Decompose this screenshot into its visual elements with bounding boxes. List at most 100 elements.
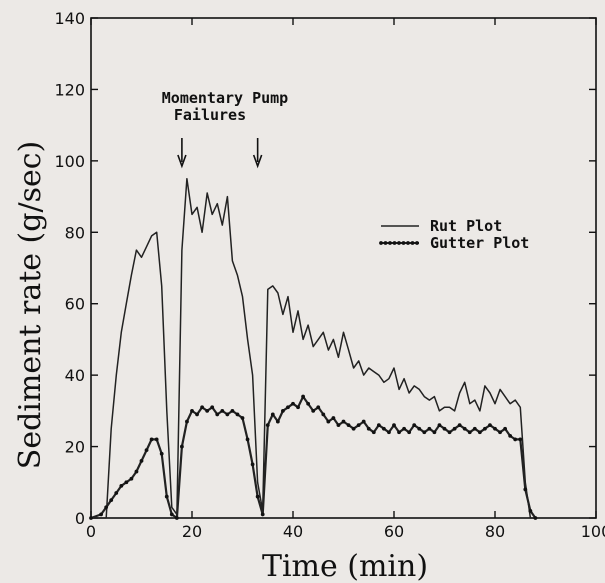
data-point bbox=[462, 426, 467, 431]
data-point bbox=[488, 423, 492, 428]
y-tick-label: 120 bbox=[54, 80, 85, 99]
data-point bbox=[523, 487, 528, 492]
pump-failure-annotation: Momentary Pump Failures bbox=[162, 89, 288, 169]
data-point bbox=[200, 405, 205, 410]
data-point bbox=[89, 516, 93, 520]
legend-swatch-dot bbox=[415, 241, 419, 245]
data-point bbox=[159, 451, 164, 456]
data-point bbox=[402, 426, 406, 431]
data-point bbox=[407, 430, 412, 435]
data-point bbox=[447, 430, 452, 435]
data-point bbox=[437, 423, 442, 428]
x-axis-title: Time (min) bbox=[262, 549, 428, 583]
y-tick-label: 0 bbox=[75, 509, 85, 528]
data-point bbox=[508, 433, 513, 438]
data-point bbox=[255, 494, 260, 499]
x-tick-label: 20 bbox=[182, 522, 202, 541]
series-layer bbox=[89, 177, 538, 520]
data-point bbox=[301, 394, 305, 399]
data-point bbox=[513, 437, 518, 442]
data-point bbox=[503, 426, 507, 431]
x-tick-label: 40 bbox=[283, 522, 303, 541]
data-point bbox=[432, 430, 437, 435]
data-point bbox=[296, 405, 300, 410]
data-point bbox=[134, 469, 139, 474]
data-point bbox=[457, 423, 462, 428]
data-point bbox=[387, 430, 391, 435]
data-point bbox=[210, 405, 215, 410]
legend-swatch-dot bbox=[410, 241, 415, 245]
data-point bbox=[417, 426, 422, 431]
data-point bbox=[114, 491, 119, 495]
data-point bbox=[412, 423, 417, 428]
data-point bbox=[235, 412, 240, 417]
legend-swatch-dot bbox=[392, 241, 397, 245]
data-point bbox=[336, 423, 341, 428]
y-tick-label: 100 bbox=[54, 152, 85, 171]
data-point bbox=[275, 419, 280, 424]
data-point bbox=[174, 516, 179, 520]
data-point bbox=[311, 408, 316, 413]
data-point bbox=[104, 505, 109, 510]
y-tick-label: 60 bbox=[65, 295, 85, 314]
tick-labels: 0 20 40 60 80 100 120 140 0 20 40 60 80 100 bbox=[54, 9, 605, 541]
axis-layer bbox=[90, 17, 597, 519]
data-point bbox=[366, 426, 371, 431]
data-point bbox=[129, 476, 134, 481]
data-point bbox=[124, 480, 129, 485]
legend-label-rut: Rut Plot bbox=[430, 217, 502, 235]
data-point bbox=[442, 426, 447, 431]
data-point bbox=[169, 512, 174, 517]
data-point bbox=[326, 419, 331, 424]
data-point bbox=[215, 412, 220, 417]
data-point bbox=[422, 430, 427, 435]
data-point bbox=[361, 419, 366, 424]
data-point bbox=[139, 458, 144, 463]
data-point bbox=[533, 516, 538, 520]
x-tick-label: 80 bbox=[485, 522, 505, 541]
annotation-arrow-head bbox=[177, 154, 187, 169]
series-line-gutter-plot bbox=[90, 395, 537, 520]
data-point bbox=[265, 423, 270, 428]
legend-swatch-gutter bbox=[379, 241, 419, 245]
y-tick-label: 80 bbox=[65, 223, 85, 242]
data-point bbox=[270, 412, 275, 417]
data-point bbox=[467, 430, 472, 435]
data-point bbox=[483, 426, 487, 431]
legend-swatch-dot bbox=[379, 241, 383, 245]
data-point bbox=[144, 448, 149, 453]
data-point bbox=[149, 437, 154, 442]
data-point bbox=[346, 423, 351, 428]
annotation-arrow-head bbox=[252, 154, 263, 169]
data-point bbox=[452, 426, 457, 431]
legend-swatch-dot bbox=[397, 241, 401, 245]
data-point bbox=[376, 423, 381, 428]
legend-swatch-dot bbox=[401, 241, 406, 245]
data-point bbox=[356, 423, 361, 428]
data-point bbox=[351, 426, 356, 431]
legend: Rut Plot Gutter Plot bbox=[379, 217, 529, 252]
data-point bbox=[316, 405, 321, 410]
data-point bbox=[225, 412, 230, 417]
data-point bbox=[230, 408, 235, 413]
data-point bbox=[286, 405, 290, 410]
data-point bbox=[154, 437, 159, 442]
data-point bbox=[99, 512, 103, 517]
plot-frame bbox=[90, 17, 597, 519]
data-point bbox=[190, 408, 194, 413]
legend-label-gutter: Gutter Plot bbox=[430, 234, 529, 252]
annotation-line-2: Failures bbox=[174, 106, 246, 124]
data-point bbox=[397, 430, 401, 435]
data-point bbox=[331, 416, 336, 420]
data-point bbox=[220, 408, 225, 413]
data-point bbox=[427, 426, 432, 431]
annotation-line-1: Momentary Pump bbox=[162, 89, 288, 107]
data-point bbox=[291, 401, 295, 406]
data-point bbox=[341, 419, 346, 424]
data-point bbox=[472, 426, 477, 431]
data-point bbox=[518, 437, 523, 442]
legend-swatch-dot bbox=[406, 241, 410, 245]
data-point bbox=[205, 408, 210, 413]
data-point bbox=[180, 444, 184, 449]
